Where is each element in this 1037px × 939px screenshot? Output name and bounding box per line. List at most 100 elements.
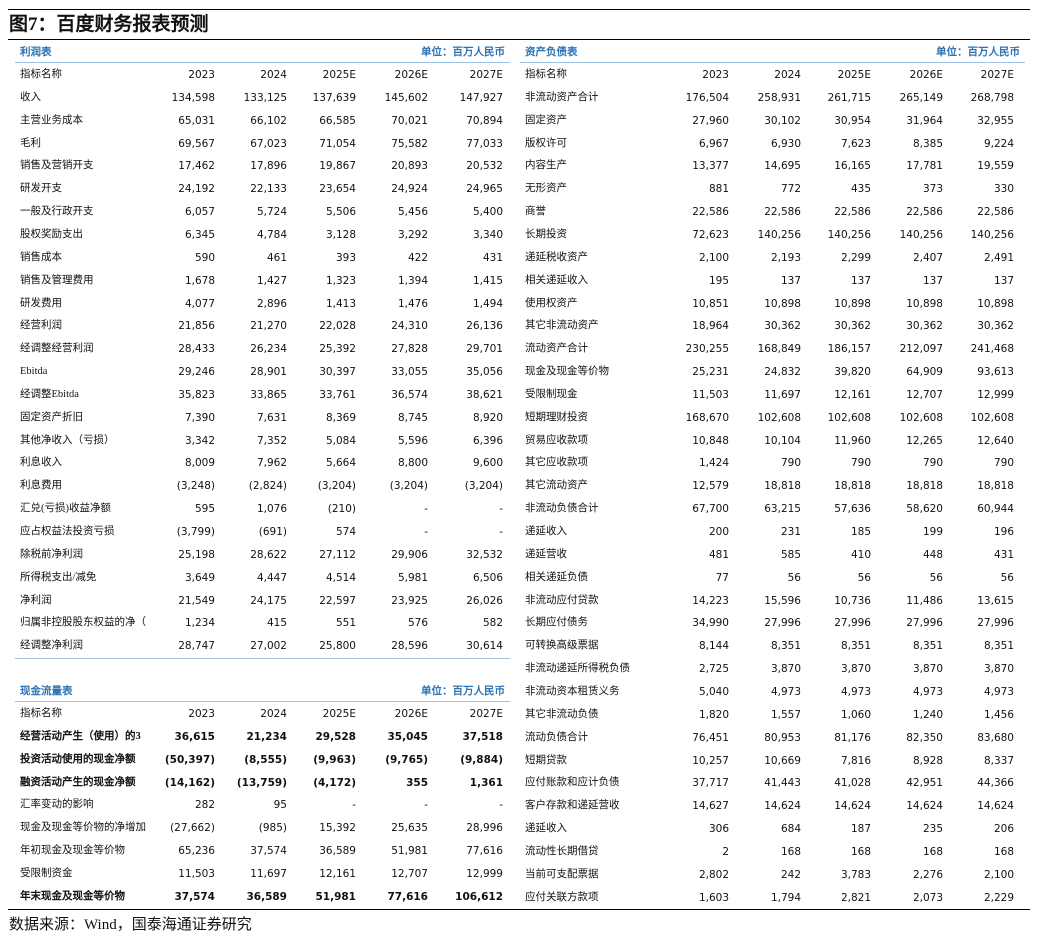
row-label: 无形资产 (525, 183, 567, 195)
cell-value: 790 (993, 457, 1014, 470)
cell-value: (50,397) (164, 753, 215, 766)
cell-value: 24,832 (764, 366, 801, 379)
cell-value: 10,104 (764, 434, 801, 447)
cell-value: 10,851 (692, 297, 729, 310)
cell-value: 58,620 (906, 503, 943, 516)
cell-value: 2,100 (698, 251, 729, 264)
cell-value: 10,898 (834, 297, 871, 310)
cell-value: 790 (850, 457, 871, 470)
cell-value: 12,640 (977, 434, 1014, 447)
cell-value: 71,054 (319, 137, 356, 150)
cell-value: (3,799) (176, 526, 215, 538)
cell-value: 12,707 (906, 388, 943, 401)
cell-value: 22,597 (319, 594, 356, 607)
column-header: 2025E (322, 69, 356, 81)
row-label: 递延收入 (525, 526, 567, 537)
cell-value: 168 (993, 845, 1014, 858)
cell-value: 2,821 (840, 891, 871, 904)
title-rule (8, 39, 1030, 40)
cell-value: 4,973 (983, 685, 1014, 698)
cell-value: 6,057 (184, 206, 215, 219)
cell-value: 39,820 (834, 366, 871, 379)
row-label: 版权许可 (525, 137, 567, 149)
column-header: 2023 (188, 708, 215, 720)
cell-value: 235 (922, 823, 943, 836)
cell-value: 8,928 (912, 754, 943, 767)
cell-value: 8,351 (912, 640, 943, 653)
cell-value: 448 (922, 548, 943, 561)
cell-value: 93,613 (977, 366, 1014, 379)
row-label: 现金及现金等价物的净增加 (20, 822, 146, 834)
cell-value: 4,973 (770, 685, 801, 698)
cell-value: 8,351 (770, 640, 801, 653)
row-label: 投资活动使用的现金净额 (20, 753, 136, 765)
cell-value: 13,615 (977, 594, 1014, 607)
row-label: 经调整经营利润 (20, 343, 94, 355)
cell-value: - (499, 503, 503, 516)
cell-value: 7,816 (840, 754, 871, 767)
row-label: 长期投资 (525, 228, 567, 240)
column-header: 2025E (322, 708, 356, 720)
cell-value: 12,579 (692, 480, 729, 493)
cell-value: 261,715 (827, 91, 871, 104)
cell-value: 64,909 (906, 366, 943, 379)
cell-value: 881 (708, 183, 729, 196)
cell-value: 35,056 (466, 366, 503, 379)
row-label: 内容生产 (525, 160, 567, 172)
cell-value: 24,175 (250, 594, 287, 607)
cell-value: 373 (922, 183, 943, 196)
cell-value: 51,981 (315, 890, 356, 903)
cell-value: 4,077 (184, 297, 215, 310)
cell-value: 28,747 (178, 640, 215, 653)
cell-value: 5,400 (472, 206, 503, 219)
cell-value: 481 (708, 548, 729, 561)
row-label: 利息费用 (20, 480, 62, 492)
cell-value: 72,623 (692, 228, 729, 241)
cell-value: 3,870 (840, 663, 871, 676)
cell-value: 30,362 (906, 320, 943, 333)
cell-value: 1,076 (256, 503, 287, 516)
cell-value: 790 (922, 457, 943, 470)
row-label: 净利润 (20, 594, 52, 606)
row-label: 销售成本 (20, 251, 62, 263)
cell-value: 20,893 (391, 160, 428, 173)
section-unit: 单位：百万人民币 (421, 686, 505, 697)
cell-value: 25,392 (319, 343, 356, 356)
cell-value: 106,612 (455, 890, 503, 903)
cell-value: 4,784 (256, 228, 287, 241)
cell-value: 24,965 (466, 183, 503, 196)
row-label: 汇兑(亏损)收益净额 (20, 503, 111, 515)
cell-value: 26,026 (466, 594, 503, 607)
cell-value: 8,385 (912, 137, 943, 150)
cell-value: 29,528 (315, 730, 356, 743)
cell-value: (4,172) (313, 776, 356, 789)
cell-value: (985) (258, 822, 287, 835)
cell-value: 2,073 (912, 891, 943, 904)
bottom-rule (8, 909, 1030, 910)
cell-value: 6,506 (472, 571, 503, 584)
cell-value: 8,920 (472, 411, 503, 424)
cell-value: 27,996 (977, 617, 1014, 630)
cell-value: 23,925 (391, 594, 428, 607)
cell-value: 1,456 (983, 708, 1014, 721)
row-label: 融资活动产生的现金净额 (20, 776, 136, 788)
cell-value: 56 (787, 571, 801, 584)
cell-value: 1,394 (397, 274, 428, 287)
row-label: 利息收入 (20, 457, 62, 469)
cell-value: 8,745 (397, 411, 428, 424)
cell-value: 3,870 (983, 663, 1014, 676)
section-rule (15, 701, 510, 702)
cell-value: 6,967 (698, 137, 729, 150)
cell-value: 17,462 (178, 160, 215, 173)
cell-value: 3,870 (912, 663, 943, 676)
cell-value: 30,362 (764, 320, 801, 333)
cell-value: 242 (780, 868, 801, 881)
cell-value: 22,586 (977, 206, 1014, 219)
cell-value: 51,981 (391, 845, 428, 858)
cell-value: 11,503 (178, 867, 215, 880)
cell-value: 42,951 (906, 777, 943, 790)
cell-value: (210) (327, 503, 356, 516)
cell-value: 30,614 (466, 640, 503, 653)
cell-value: 137 (780, 274, 801, 287)
column-header: 2024 (260, 708, 287, 720)
